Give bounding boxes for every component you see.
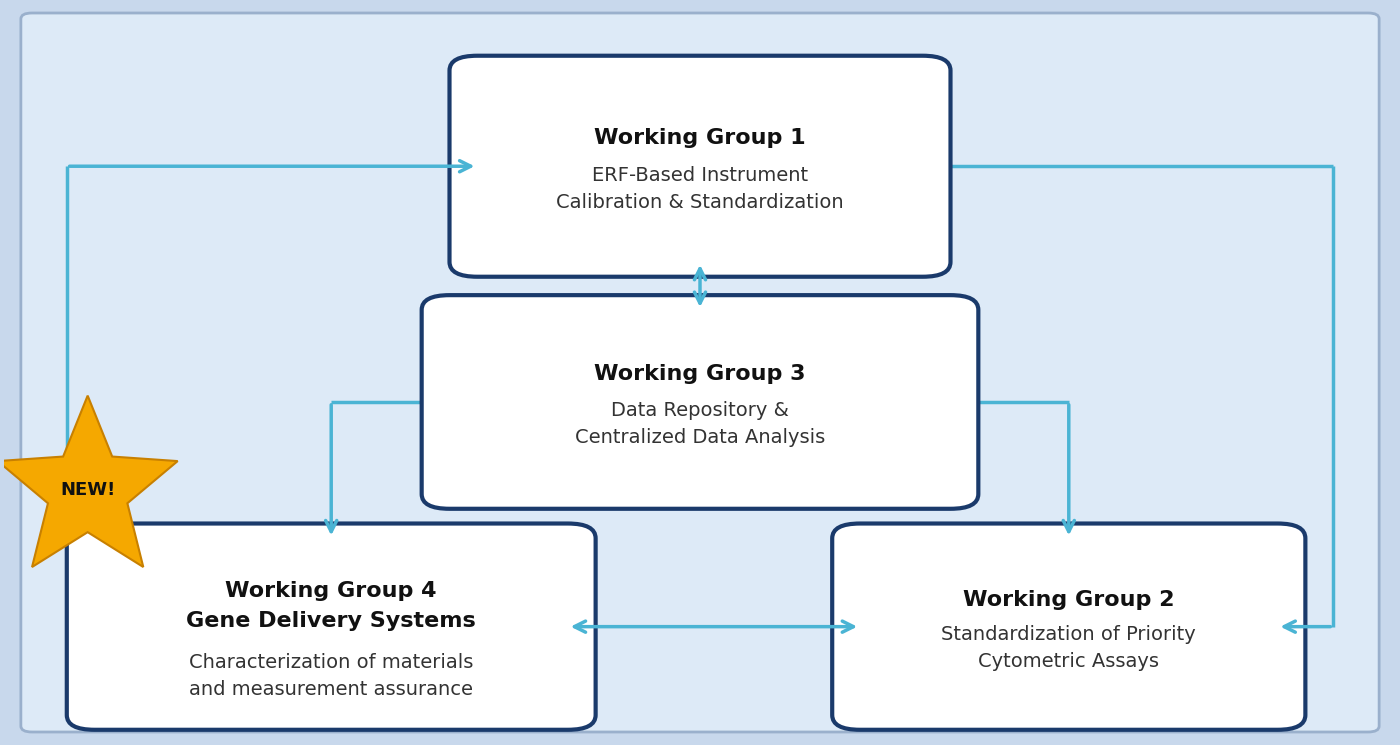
Text: Working Group 1: Working Group 1 [594,127,806,148]
Text: Working Group 3: Working Group 3 [594,364,806,384]
Polygon shape [0,396,178,567]
Text: Data Repository &
Centralized Data Analysis: Data Repository & Centralized Data Analy… [575,401,825,447]
Text: Working Group 2: Working Group 2 [963,590,1175,610]
FancyBboxPatch shape [421,295,979,509]
FancyBboxPatch shape [832,524,1305,730]
Text: Standardization of Priority
Cytometric Assays: Standardization of Priority Cytometric A… [941,625,1196,671]
Text: ERF-Based Instrument
Calibration & Standardization: ERF-Based Instrument Calibration & Stand… [556,166,844,212]
Text: Working Group 4: Working Group 4 [225,581,437,601]
FancyBboxPatch shape [449,56,951,276]
Text: Characterization of materials
and measurement assurance: Characterization of materials and measur… [189,653,473,700]
Text: Gene Delivery Systems: Gene Delivery Systems [186,612,476,631]
FancyBboxPatch shape [67,524,595,730]
Text: NEW!: NEW! [60,481,115,499]
FancyBboxPatch shape [21,13,1379,732]
